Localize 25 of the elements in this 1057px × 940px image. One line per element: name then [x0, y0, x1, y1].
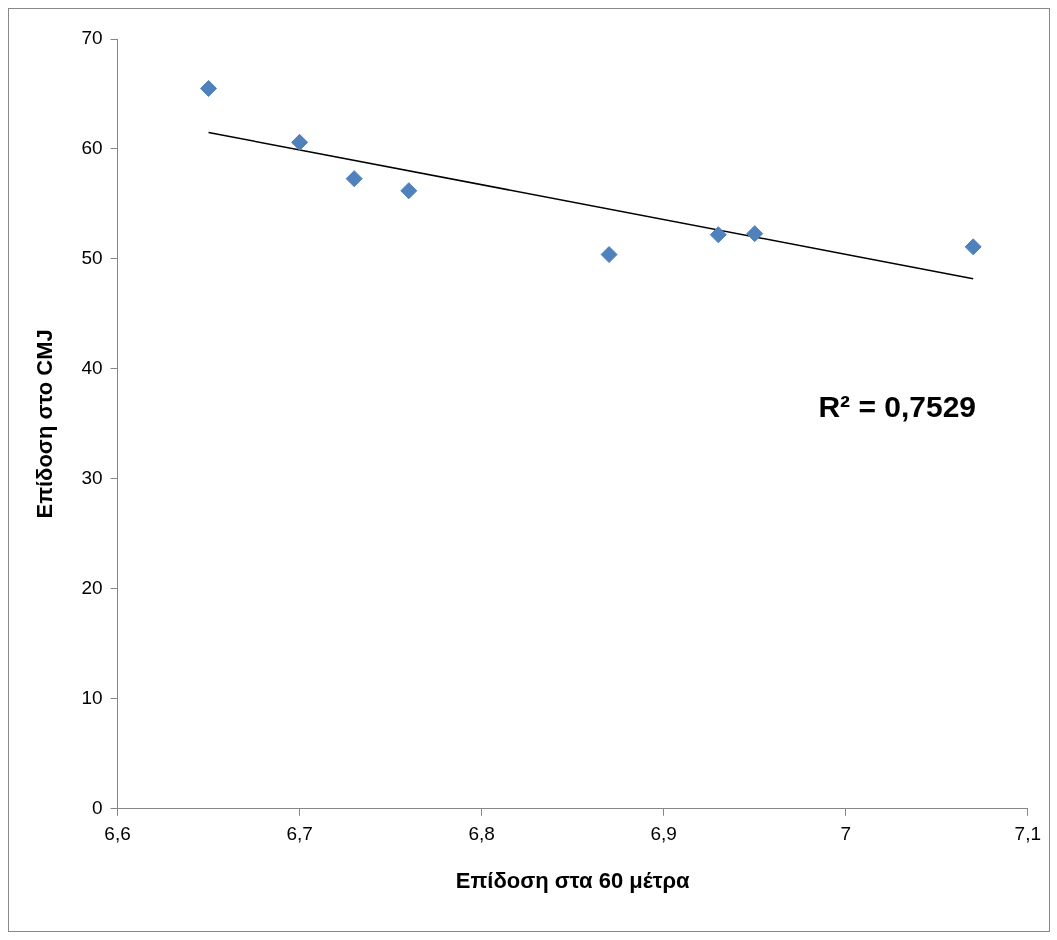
- point: [964, 238, 982, 256]
- y-tick-label: 60: [81, 137, 103, 159]
- x-tick-label: 6,8: [468, 823, 495, 845]
- point: [345, 170, 363, 188]
- x-tick-label: 7,1: [1014, 823, 1041, 845]
- point: [600, 246, 618, 264]
- x-tick-label: 6,9: [650, 823, 677, 845]
- x-axis-title: Επίδοση στα 60 μέτρα: [455, 867, 691, 893]
- x-tick-label: 6,6: [104, 823, 131, 845]
- y-axis-title: Επίδοση στο CMJ: [32, 329, 58, 519]
- y-tick-label: 0: [91, 797, 103, 819]
- point: [200, 79, 218, 97]
- annotation: R² = 0,7529: [818, 389, 977, 423]
- y-tick-label: 70: [81, 27, 103, 49]
- y-tick-label: 30: [81, 467, 103, 489]
- x-tick-label: 7: [840, 823, 852, 845]
- point: [400, 182, 418, 200]
- point: [746, 225, 764, 243]
- y-tick-label: 50: [81, 247, 103, 269]
- x-tick-label: 6,7: [286, 823, 313, 845]
- point: [291, 133, 309, 151]
- point: [709, 226, 727, 244]
- y-tick-label: 10: [81, 687, 103, 709]
- y-tick-label: 20: [81, 577, 103, 599]
- y-tick-label: 40: [81, 357, 103, 379]
